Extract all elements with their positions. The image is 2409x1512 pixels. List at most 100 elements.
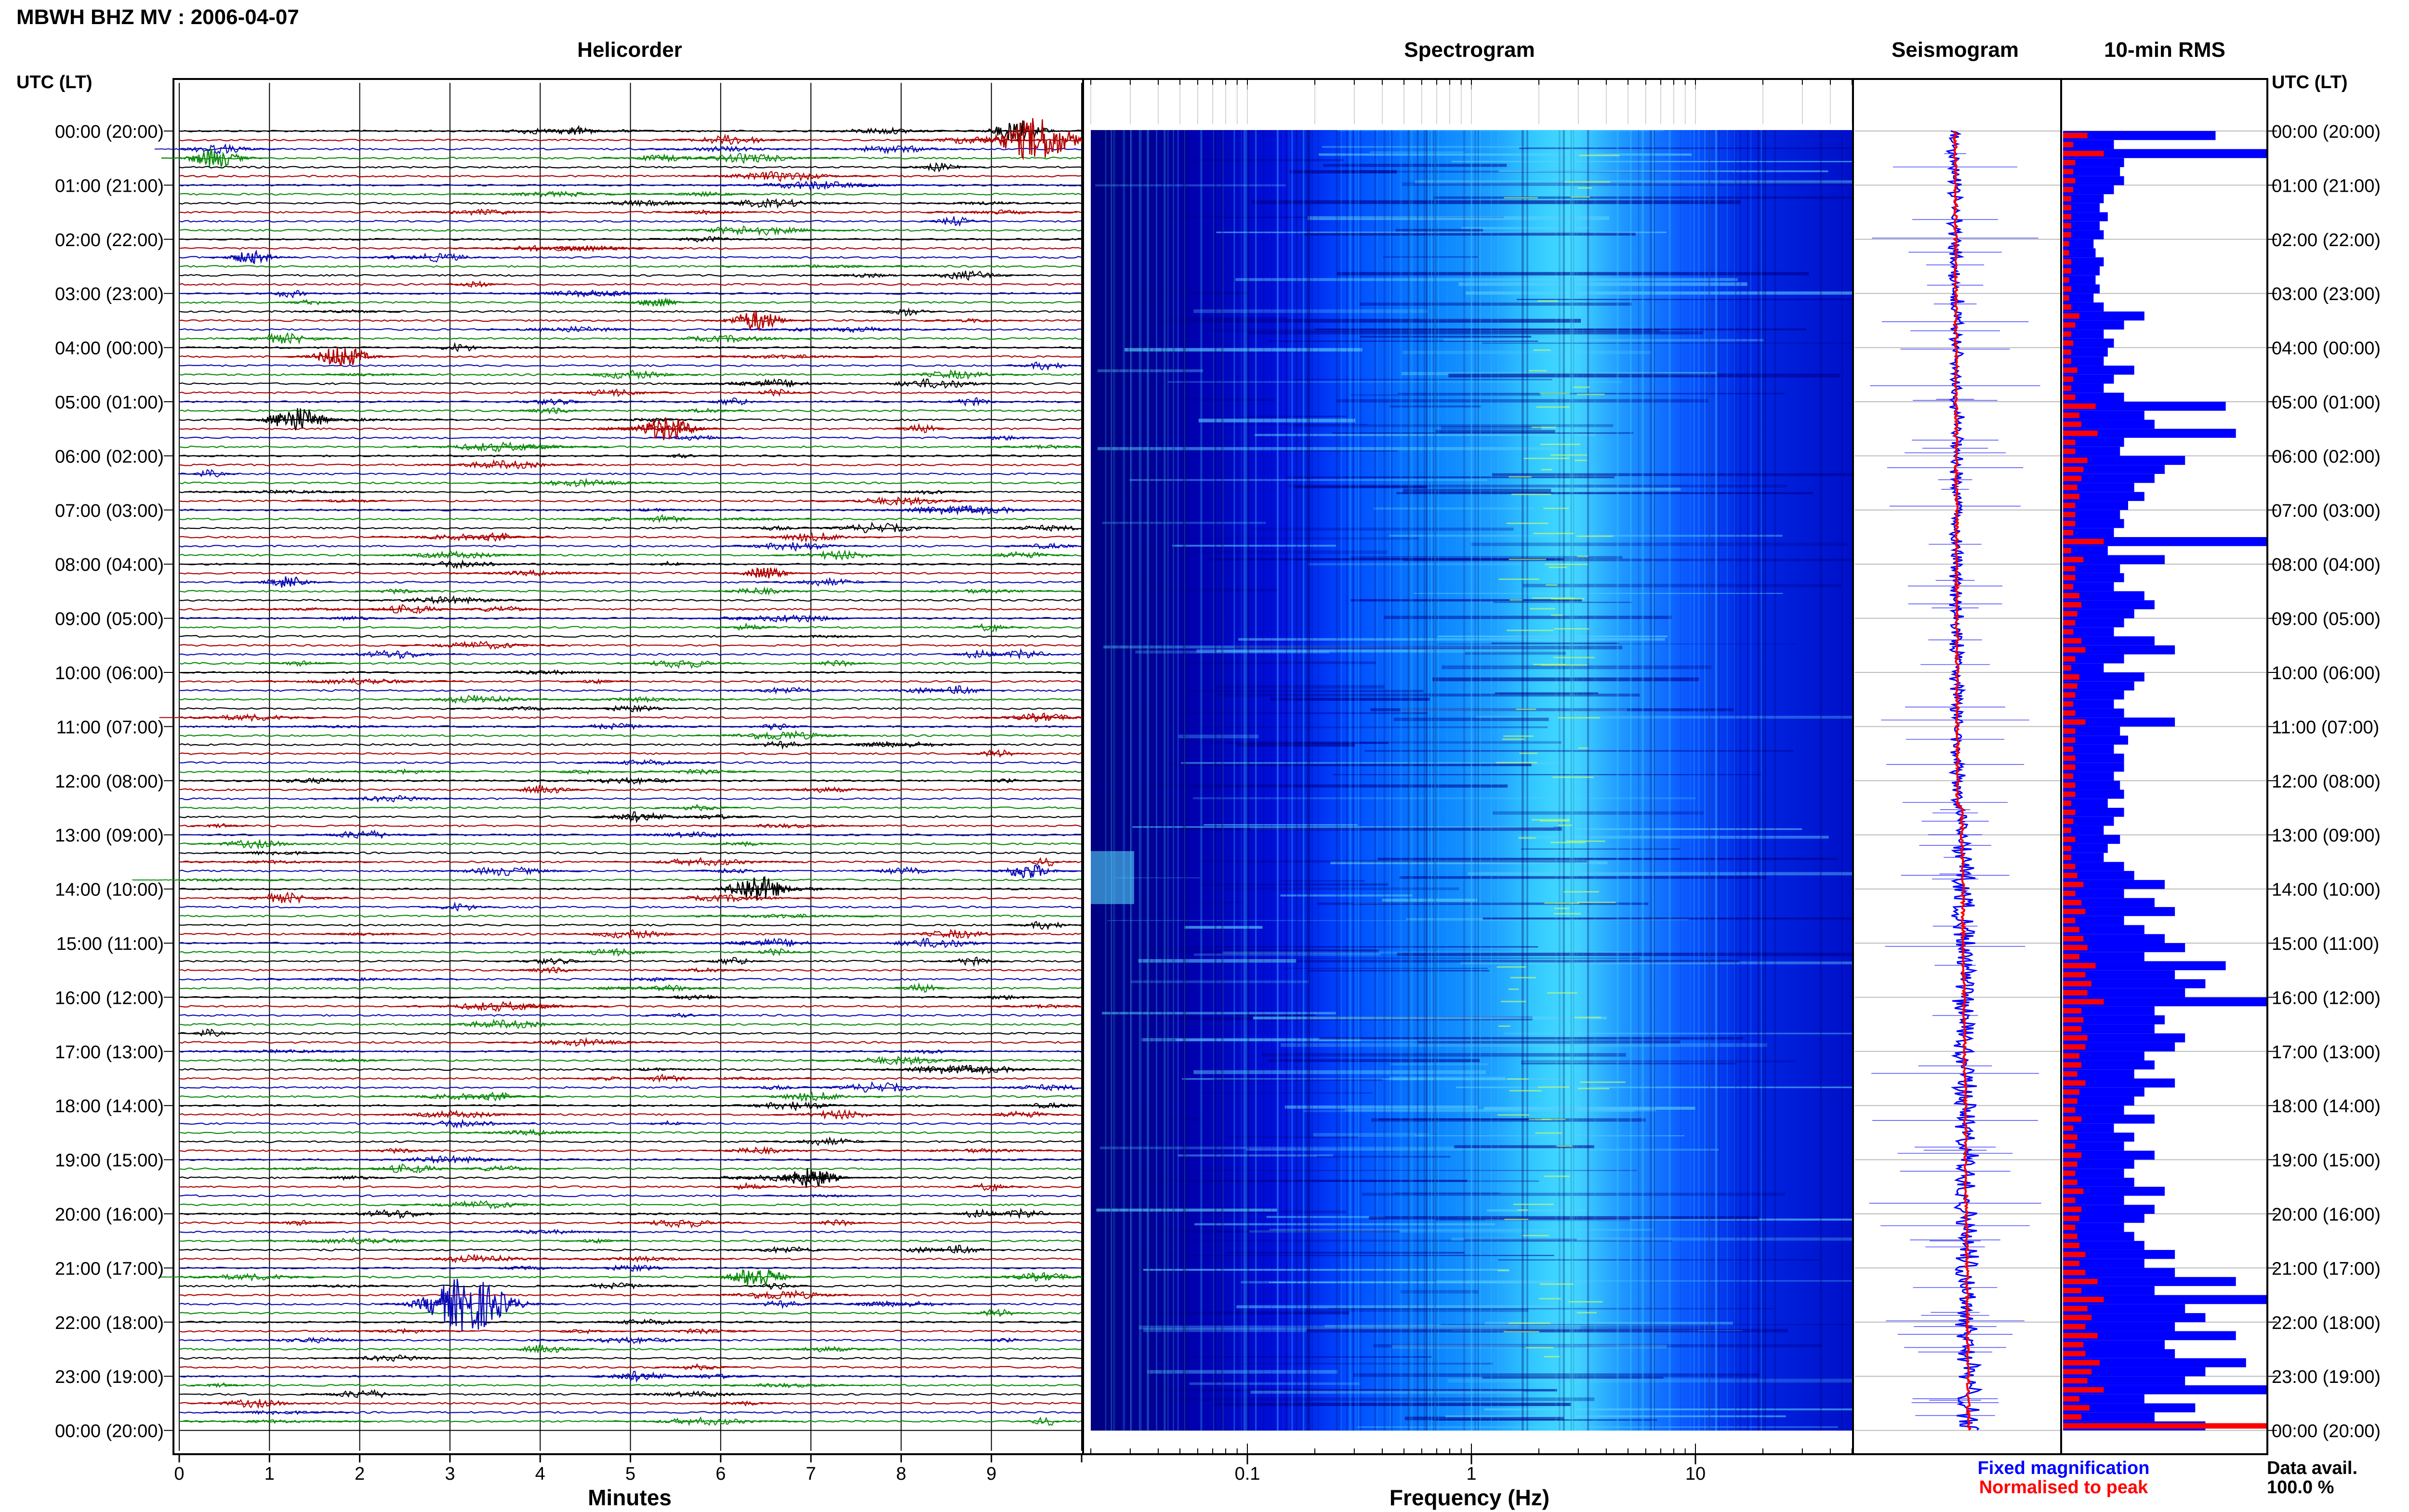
trace-row	[179, 1104, 1082, 1107]
spectrogram-streak	[1240, 416, 1347, 417]
rms-bar-normalised	[2063, 728, 2076, 734]
time-label-right: 19:00 (15:00)	[2272, 1151, 2381, 1171]
trace-burst	[637, 1120, 701, 1126]
rms-bar-normalised	[2063, 521, 2076, 526]
spectrogram-striation	[1111, 130, 1112, 1431]
rms-bar-normalised	[2063, 1315, 2092, 1321]
trace-row	[179, 590, 1082, 593]
spectrogram-streak	[1222, 424, 1368, 425]
trace-row	[179, 472, 1082, 475]
spectrogram-highlight	[1558, 824, 1572, 826]
spectrogram-streak	[1400, 708, 1628, 712]
spectrogram-striation	[1408, 130, 1411, 1431]
spectrogram-highlight	[1577, 555, 1588, 557]
trace-burst	[698, 1382, 874, 1388]
spectrogram-streak	[1150, 1180, 1468, 1182]
trace-row	[179, 851, 1082, 855]
spectrogram-striation	[1355, 130, 1357, 1431]
rms-bar-fixed	[2063, 1286, 2155, 1295]
trace-burst	[744, 723, 810, 731]
rms-bar-fixed	[2063, 573, 2124, 582]
trace-row	[179, 256, 1082, 259]
trace-burst	[252, 289, 325, 299]
event-burst	[374, 1278, 560, 1332]
rms-bar-fixed	[2063, 699, 2114, 709]
trace-burst	[680, 171, 880, 182]
rms-bar-normalised	[2063, 1017, 2084, 1023]
spectrogram-striation	[1276, 130, 1279, 1431]
spectrogram-streak	[1521, 1063, 1736, 1065]
trace-row	[179, 526, 1081, 530]
trace-burst	[799, 1081, 954, 1093]
spectrogram-highlight	[1573, 386, 1590, 388]
spectrogram-streak	[1378, 1118, 1535, 1120]
rms-bar-fixed	[2063, 510, 2120, 519]
trace-row	[179, 1023, 1082, 1026]
spectrogram-striation	[1649, 130, 1652, 1431]
trace-row	[179, 364, 1082, 368]
spectrogram-highlight	[1552, 776, 1594, 778]
trace-row	[179, 1059, 1082, 1062]
trace-burst	[981, 648, 1067, 660]
spectrogram-streak	[1262, 1053, 1626, 1057]
spectrogram-striation	[1652, 130, 1655, 1431]
rms-bar-fixed	[2063, 582, 2114, 592]
rms-bar-fixed	[2063, 789, 2124, 799]
trace-burst	[761, 634, 892, 639]
time-label-right: 10:00 (06:00)	[2272, 663, 2381, 684]
spectrogram-streak	[1092, 1356, 1432, 1358]
time-label-left: 09:00 (05:00)	[55, 609, 164, 630]
spectrogram-streak	[1218, 693, 1640, 697]
spectrogram-striation	[1215, 130, 1217, 1431]
trace-burst	[232, 1336, 392, 1343]
spectrogram-striation	[1352, 130, 1354, 1431]
spectrogram-highlight	[1580, 1081, 1626, 1083]
rms-bar-normalised	[2063, 565, 2076, 572]
event-burst	[532, 125, 621, 135]
spectrogram-streak	[1448, 373, 1840, 378]
rms-bar-normalised	[2063, 1387, 2104, 1393]
event-burst	[613, 297, 702, 307]
spectrogram-streak	[1225, 887, 1459, 890]
trace-burst	[477, 325, 668, 333]
spectrogram-striation	[1241, 130, 1242, 1431]
trace-burst	[418, 901, 500, 912]
spectrogram-striation	[1141, 130, 1142, 1431]
trace-burst	[394, 640, 566, 650]
trace-burst	[943, 649, 1013, 659]
spectrogram-streak	[1485, 1322, 1733, 1325]
spectrogram-streak	[1350, 556, 1623, 559]
time-label-right: 14:00 (10:00)	[2272, 880, 2381, 900]
rms-bar-fixed	[2063, 546, 2108, 555]
trace-burst	[184, 489, 394, 495]
time-label-left: 12:00 (08:00)	[55, 772, 164, 792]
rms-bar-normalised	[2063, 945, 2088, 950]
trace-burst	[187, 1399, 322, 1409]
time-label-left: 08:00 (04:00)	[55, 555, 164, 575]
spectrogram-streak	[1402, 182, 1852, 186]
rms-bar-normalised	[2063, 1143, 2076, 1149]
rms-bar-fixed	[2063, 420, 2155, 429]
rms-bar-fixed	[2063, 808, 2124, 817]
spectrogram-striation	[1426, 130, 1428, 1431]
minute-tick-label: 9	[986, 1464, 996, 1484]
spectrogram-highlight	[1574, 1016, 1601, 1018]
spectrogram-streak	[1448, 1379, 1852, 1383]
trace-burst	[351, 595, 543, 605]
trace-burst	[614, 1219, 747, 1229]
rms-bar-normalised	[2063, 241, 2069, 247]
spectrogram-streak	[1100, 1397, 1595, 1401]
minute-tick-label: 1	[265, 1464, 275, 1484]
trace-row	[179, 1348, 1082, 1351]
rms-bar-fixed	[2063, 627, 2114, 637]
spectrogram-striation	[1167, 130, 1169, 1431]
trace-burst	[190, 823, 250, 829]
trace-burst	[737, 948, 816, 957]
rms-bar-normalised	[2063, 250, 2069, 256]
rms-bar-normalised	[2063, 836, 2076, 842]
freq-tick-label: 10	[1685, 1464, 1706, 1484]
spectrogram-striation	[1172, 130, 1175, 1431]
trace-burst	[798, 183, 941, 187]
rms-bar-normalised	[2063, 1152, 2081, 1158]
rms-bar-normalised	[2063, 954, 2079, 960]
